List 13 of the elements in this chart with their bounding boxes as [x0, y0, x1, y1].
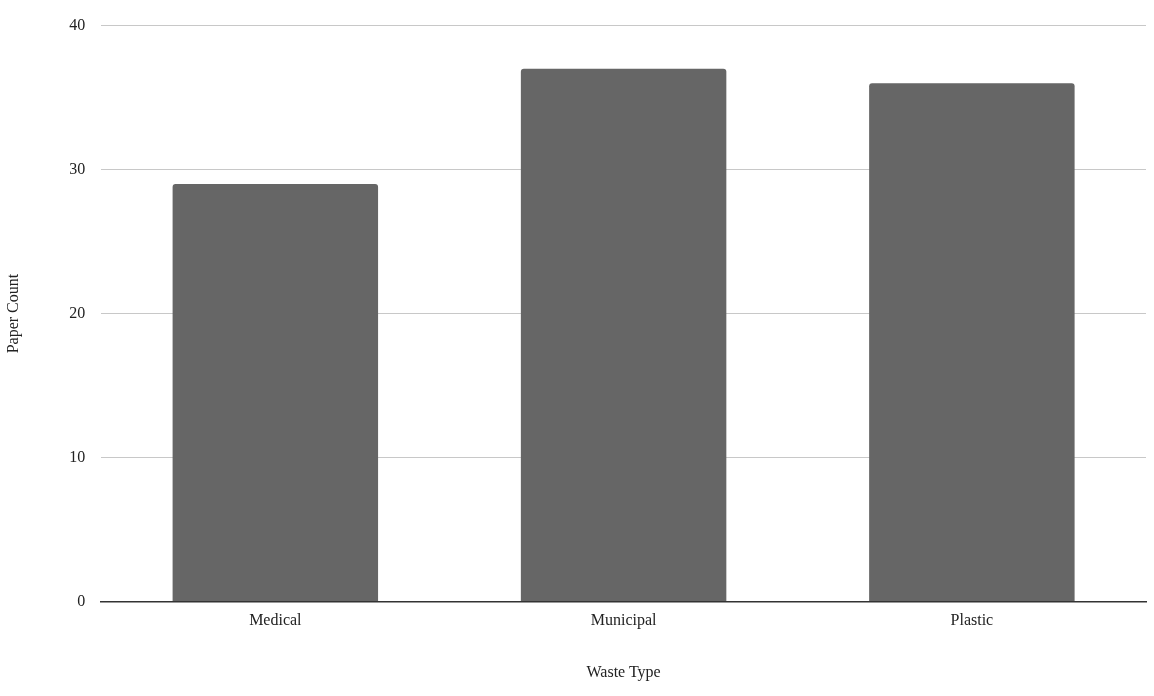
x-tick-label: Medical	[249, 611, 303, 629]
y-axis-title: Paper Count	[3, 273, 22, 354]
y-tick-label: 10	[69, 447, 86, 465]
y-tick-label: 40	[69, 15, 86, 33]
x-tick-label: Plastic	[950, 611, 994, 629]
bar	[172, 184, 379, 602]
bar	[869, 83, 1075, 602]
y-tick-label: 0	[77, 591, 86, 609]
x-axis-title: Waste Type	[586, 662, 661, 681]
x-tick-label: Municipal	[590, 611, 658, 630]
y-tick-label: 20	[69, 303, 86, 321]
y-tick-label: 30	[69, 159, 86, 177]
bar	[520, 68, 727, 602]
